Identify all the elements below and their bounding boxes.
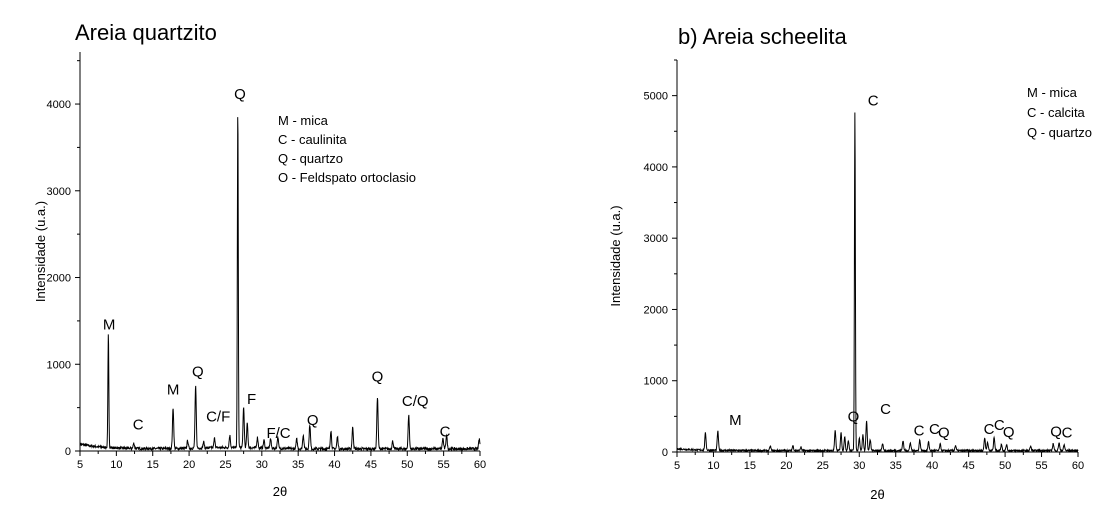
chart-2-peak-label: C — [914, 423, 925, 440]
chart-1-y-tick-label: 0 — [65, 446, 71, 458]
chart-2-x-tick-label: 5 — [674, 460, 680, 472]
chart-1-x-tick-label: 30 — [256, 459, 268, 471]
chart-1-x-tick-label: 55 — [438, 459, 450, 471]
chart-1-y-axis-label: Intensidade (u.a.) — [33, 201, 48, 302]
chart-2-y-tick-label: 0 — [662, 447, 668, 459]
chart-2-x-tick-label: 55 — [1035, 460, 1047, 472]
chart-2-peak-label: C — [1062, 425, 1073, 442]
chart-2-x-tick-label: 20 — [780, 460, 792, 472]
chart-1-x-tick-label: 20 — [183, 459, 195, 471]
chart-2-title: b) Areia scheelita — [678, 24, 848, 49]
chart-1-y-tick-label: 4000 — [47, 99, 71, 111]
chart-2-y-tick-label: 4000 — [644, 162, 668, 174]
chart-2-series-line — [676, 112, 1079, 454]
chart-1-y-tick-label: 2000 — [47, 273, 71, 285]
chart-1-peak-label: M — [103, 317, 116, 334]
chart-2-y-axis-label: Intensidade (u.a.) — [608, 205, 623, 306]
chart-1-x-tick-label: 5 — [77, 459, 83, 471]
chart-1-legend-entry: C - caulinita — [278, 132, 347, 147]
chart-1-legend-entry: M - mica — [278, 113, 329, 128]
chart-1-x-tick-label: 25 — [219, 459, 231, 471]
chart-2-x-tick-label: 25 — [817, 460, 829, 472]
chart-1-x-tick-label: 35 — [292, 459, 304, 471]
chart-1-peak-label: M — [167, 382, 180, 399]
chart-2-peak-label: C — [880, 401, 891, 418]
chart-2-x-tick-label: 30 — [853, 460, 865, 472]
chart-1-peak-label: Q — [234, 86, 246, 103]
chart-2-x-tick-label: 35 — [890, 460, 902, 472]
chart-1-y-tick-label: 3000 — [47, 186, 71, 198]
chart-1-x-tick-label: 50 — [401, 459, 413, 471]
chart-2-peak-label: C — [984, 421, 995, 438]
chart-2-x-tick-label: 45 — [963, 460, 975, 472]
chart-1-peak-label: C — [133, 416, 144, 433]
chart-2-legend-entry: M - mica — [1027, 85, 1078, 100]
chart-1-peak-label: C/F — [206, 409, 230, 426]
chart-2-x-tick-label: 15 — [744, 460, 756, 472]
chart-1-x-tick-label: 10 — [110, 459, 122, 471]
chart-1-legend-entry: Q - quartzo — [278, 151, 343, 166]
chart-2-peak-label: Q — [848, 408, 860, 425]
chart-1-title: Areia quartzito — [75, 20, 217, 45]
chart-1-peak-label: Q — [372, 369, 384, 386]
chart-2-peak-label: C — [929, 421, 940, 438]
chart-2-peak-label: Q — [1050, 423, 1062, 440]
chart-2-peak-label: Q — [1003, 424, 1015, 441]
chart-2-legend-entry: Q - quartzo — [1027, 125, 1092, 140]
chart-2-peak-label: Q — [938, 425, 950, 442]
chart-2-y-tick-label: 3000 — [644, 233, 668, 245]
chart-2-y-tick-label: 1000 — [644, 376, 668, 388]
chart-2-x-tick-label: 50 — [999, 460, 1011, 472]
chart-1-x-tick-label: 40 — [328, 459, 340, 471]
chart-2-x-tick-label: 60 — [1072, 460, 1084, 472]
chart-1-peak-label: F — [247, 391, 256, 408]
chart-1-legend-entry: O - Feldspato ortoclasio — [278, 170, 416, 185]
chart-2-y-tick-label: 2000 — [644, 304, 668, 316]
chart-1-peak-label: Q — [192, 363, 204, 380]
chart-2-x-tick-label: 10 — [707, 460, 719, 472]
chart-2-peak-label: M — [729, 412, 742, 429]
chart-1-x-tick-label: 60 — [474, 459, 486, 471]
chart-2-x-axis-label: 2θ — [870, 487, 884, 502]
chart-1-peak-label: Q — [307, 412, 319, 429]
chart-1-x-tick-label: 15 — [147, 459, 159, 471]
chart-2-peak-label: C — [868, 93, 879, 110]
chart-1-peak-label: C/Q — [402, 393, 429, 410]
chart-2-x-tick-label: 40 — [926, 460, 938, 472]
chart-2-peak-label: C — [994, 417, 1005, 434]
chart-1-x-tick-label: 45 — [365, 459, 377, 471]
chart-1-peak-label: C — [440, 423, 451, 440]
chart-1-peak-label: F/C — [266, 425, 290, 442]
chart-1-y-tick-label: 1000 — [47, 359, 71, 371]
chart-2-legend-entry: C - calcita — [1027, 105, 1086, 120]
chart-1-x-axis-label: 2θ — [273, 484, 287, 499]
chart-1-series-line — [79, 117, 481, 453]
chart-2-y-tick-label: 5000 — [644, 91, 668, 103]
